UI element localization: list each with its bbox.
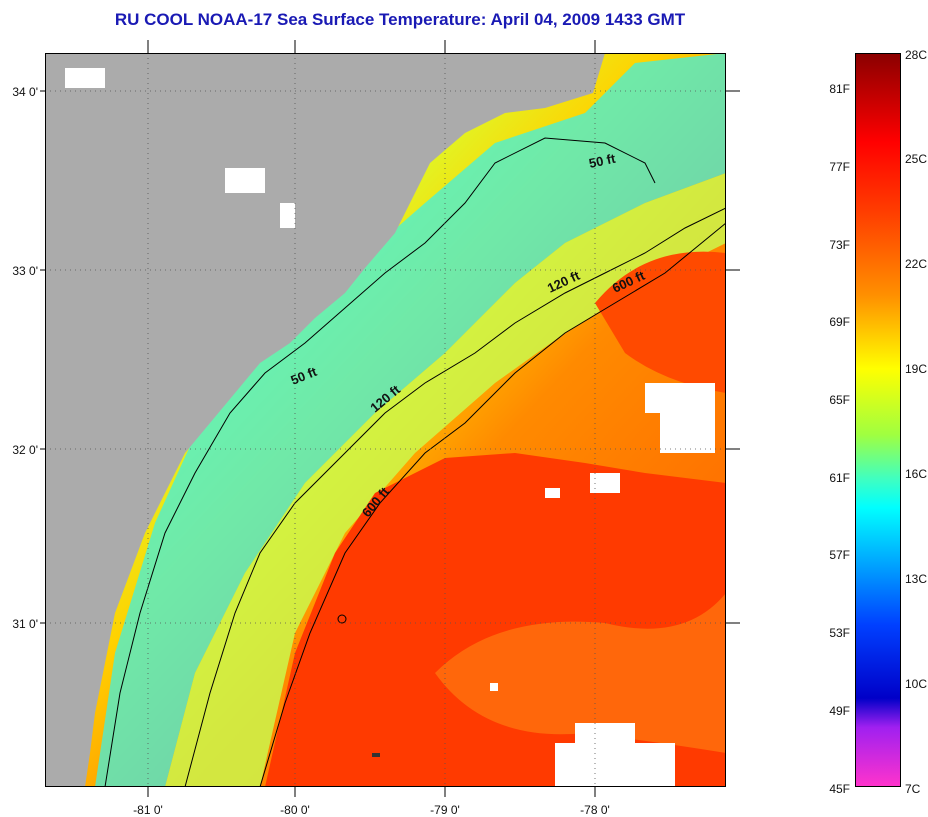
cbar-f-69: 69F bbox=[829, 315, 850, 329]
lon-label-78: -78 0' bbox=[580, 803, 610, 817]
lon-label-79: -79 0' bbox=[430, 803, 460, 817]
lon-label-80: -80 0' bbox=[280, 803, 310, 817]
land-mass bbox=[45, 53, 605, 787]
graticule bbox=[45, 53, 726, 787]
lon-label-81: -81 0' bbox=[133, 803, 163, 817]
cbar-f-57: 57F bbox=[829, 548, 850, 562]
cbar-f-65: 65F bbox=[829, 393, 850, 407]
cbar-f-61: 61F bbox=[829, 471, 850, 485]
offshore-warm-eddy bbox=[595, 251, 726, 393]
cbar-f-49: 49F bbox=[829, 704, 850, 718]
contour-label-50ft-north: 50 ft bbox=[588, 151, 618, 171]
cbar-f-53: 53F bbox=[829, 626, 850, 640]
shelf-green-water bbox=[165, 173, 726, 787]
lat-label-32: 32 0' bbox=[12, 443, 38, 457]
cbar-f-77: 77F bbox=[829, 160, 850, 174]
cbar-f-45: 45F bbox=[829, 782, 850, 796]
sst-map: 50 ft 50 ft 120 ft 120 ft 600 ft 600 ft bbox=[45, 53, 726, 787]
cloud-patches bbox=[65, 68, 715, 787]
cbar-f-73: 73F bbox=[829, 238, 850, 252]
cbar-f-81: 81F bbox=[829, 82, 850, 96]
nearshore-cool-water bbox=[95, 53, 726, 787]
cbar-c-10: 10C bbox=[905, 677, 928, 691]
cbar-c-16: 16C bbox=[905, 467, 928, 481]
map-title: RU COOL NOAA-17 Sea Surface Temperature:… bbox=[114, 10, 686, 29]
lat-label-33: 33 0' bbox=[12, 264, 38, 278]
cbar-c-13: 13C bbox=[905, 572, 928, 586]
cbar-c-7: 7C bbox=[905, 782, 921, 796]
station-marker bbox=[337, 614, 347, 624]
cbar-c-25: 25C bbox=[905, 152, 928, 166]
temperature-colorbar bbox=[855, 53, 901, 787]
lat-label-34: 34 0' bbox=[12, 85, 38, 99]
buoy-marker bbox=[372, 753, 380, 757]
lat-label-31: 31 0' bbox=[12, 617, 38, 631]
cbar-c-19: 19C bbox=[905, 362, 928, 376]
map-border bbox=[45, 53, 726, 787]
sst-map-canvas: 50 ft 50 ft 120 ft 120 ft 600 ft 600 ft bbox=[45, 53, 726, 787]
contour-120ft bbox=[184, 207, 726, 787]
cbar-c-22: 22C bbox=[905, 257, 928, 271]
cbar-c-28: 28C bbox=[905, 48, 928, 62]
contour-50ft bbox=[104, 137, 656, 787]
warm-core-interior bbox=[435, 593, 726, 753]
